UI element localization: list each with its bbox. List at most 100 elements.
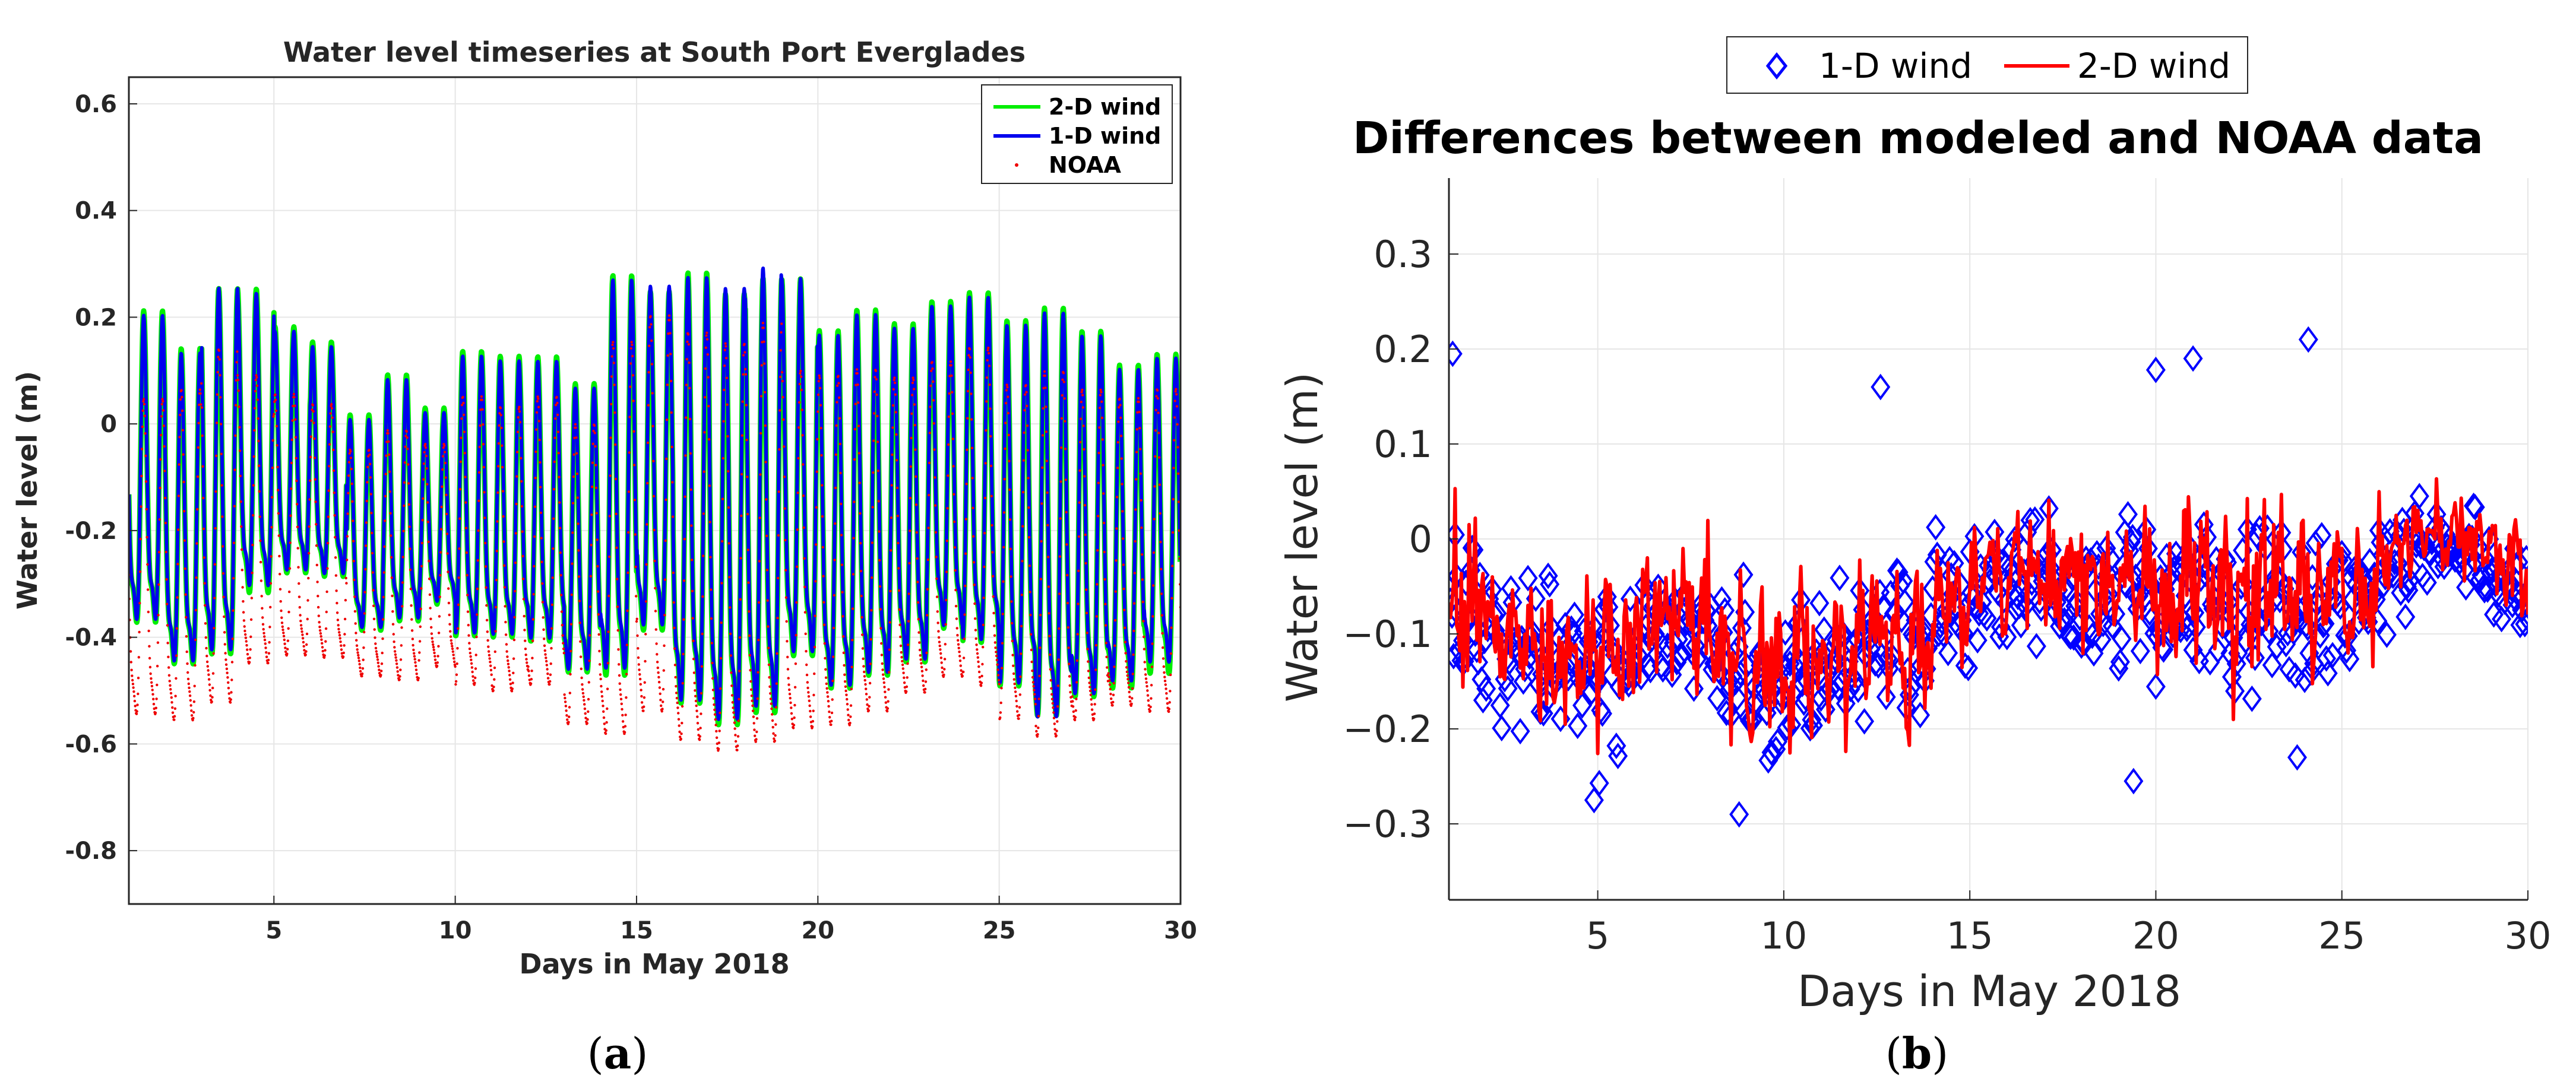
noaa-point [882, 677, 885, 680]
noaa-point [863, 675, 866, 678]
noaa-point [410, 629, 414, 632]
noaa-point [1174, 390, 1177, 393]
diamond-marker [1766, 735, 1786, 763]
noaa-point [847, 718, 850, 722]
noaa-point [765, 534, 768, 537]
noaa-point [152, 697, 155, 701]
noaa-point [1087, 660, 1090, 663]
noaa-point [913, 403, 916, 406]
noaa-point [419, 625, 422, 629]
noaa-point [794, 662, 798, 665]
noaa-point [318, 621, 321, 624]
noaa-point [722, 420, 725, 423]
noaa-point [858, 481, 861, 484]
noaa-point [910, 412, 913, 415]
noaa-point [853, 500, 856, 503]
noaa-point [1077, 602, 1080, 605]
noaa-point [711, 677, 714, 680]
noaa-point [1021, 491, 1025, 494]
noaa-point [861, 647, 865, 650]
noaa-point [507, 666, 510, 669]
noaa-point [612, 361, 616, 364]
noaa-point [1124, 652, 1127, 655]
b-xtick-label: 10 [1760, 914, 1807, 957]
noaa-point [668, 319, 671, 322]
noaa-point [997, 678, 1001, 682]
noaa-point [626, 571, 629, 575]
noaa-point [746, 513, 749, 516]
noaa-point [876, 440, 879, 443]
noaa-point [181, 395, 183, 399]
noaa-point [990, 524, 993, 527]
noaa-point [425, 455, 428, 458]
noaa-point [1073, 718, 1077, 722]
noaa-point [846, 697, 849, 701]
noaa-point [960, 669, 963, 672]
noaa-point [603, 722, 606, 725]
noaa-point [956, 634, 959, 637]
noaa-point [571, 531, 574, 534]
noaa-point [531, 656, 534, 659]
b-ytick-label: 0.1 [1374, 423, 1432, 466]
noaa-point [345, 582, 348, 585]
noaa-point [192, 700, 196, 703]
noaa-point [695, 709, 698, 712]
noaa-point [378, 668, 381, 671]
noaa-point [484, 565, 487, 568]
noaa-point [770, 707, 773, 710]
noaa-point [790, 706, 793, 709]
noaa-point [681, 722, 683, 725]
noaa-point [631, 354, 634, 358]
noaa-point [444, 461, 447, 465]
noaa-point [200, 382, 203, 385]
noaa-point [1173, 439, 1176, 442]
noaa-point [977, 670, 981, 674]
noaa-point [138, 570, 142, 573]
noaa-point [418, 640, 422, 643]
noaa-point [1012, 672, 1015, 675]
noaa-point [991, 551, 994, 554]
noaa-point [982, 623, 985, 627]
noaa-point [1053, 722, 1056, 725]
noaa-point [315, 563, 318, 567]
noaa-point [996, 663, 999, 666]
noaa-point [612, 347, 615, 350]
noaa-point [609, 436, 612, 439]
noaa-point [688, 386, 691, 390]
noaa-point [173, 718, 176, 721]
noaa-point [996, 668, 999, 671]
noaa-point [407, 463, 410, 466]
noaa-point [874, 369, 878, 372]
noaa-point [914, 475, 917, 478]
noaa-point [621, 708, 624, 711]
noaa-point [340, 648, 343, 651]
noaa-point [999, 711, 1002, 714]
diamond-marker [1967, 627, 1988, 654]
noaa-point [897, 541, 900, 545]
noaa-point [717, 741, 721, 744]
noaa-point [140, 474, 143, 478]
noaa-point [1103, 550, 1106, 554]
noaa-point [1102, 464, 1105, 467]
noaa-point [550, 627, 553, 630]
noaa-point [963, 613, 966, 616]
noaa-point [349, 456, 353, 459]
noaa-point [898, 623, 901, 627]
noaa-point [233, 505, 236, 507]
noaa-point [334, 574, 338, 577]
noaa-point [192, 710, 195, 714]
noaa-point [205, 646, 208, 650]
noaa-point [1118, 397, 1121, 401]
noaa-point [856, 372, 859, 375]
noaa-point [854, 402, 857, 405]
noaa-point [362, 646, 365, 649]
noaa-point [995, 658, 999, 662]
noaa-point [505, 650, 508, 653]
noaa-point [1014, 686, 1017, 690]
noaa-point [983, 532, 986, 535]
noaa-point [702, 512, 705, 515]
noaa-point [420, 564, 423, 568]
noaa-point [895, 459, 898, 462]
noaa-point [739, 557, 742, 560]
noaa-point [1085, 611, 1088, 615]
